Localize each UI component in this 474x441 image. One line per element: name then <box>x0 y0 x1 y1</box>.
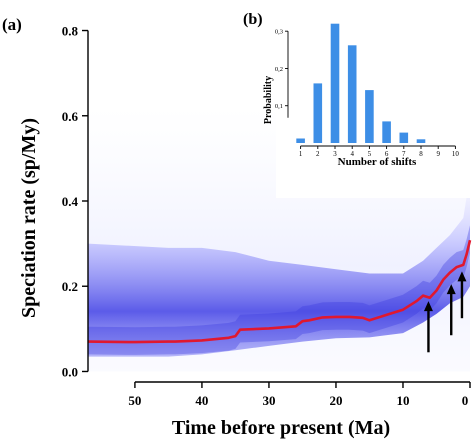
main-y-tick-label: 0.0 <box>62 364 78 379</box>
panel-label-a: (a) <box>2 15 22 34</box>
inset-bar-2 <box>313 83 323 143</box>
inset-y-axis-label: Probability <box>263 76 274 124</box>
main-y-tick-label: 0.6 <box>62 109 79 124</box>
shift-arrow-head-3 <box>457 271 467 282</box>
inset-x-tick-label: 8 <box>419 150 423 158</box>
inset-x-tick-label: 9 <box>436 150 440 158</box>
main-ticks: 0.0 0.2 0.4 0.6 0.8 50 40 30 20 10 0 <box>62 24 471 408</box>
shift-arrow-head-2 <box>446 284 456 295</box>
inset-ticks: 0,1 0,2 0,3 1 2 3 4 5 6 7 8 9 10 <box>275 29 460 158</box>
inset-bar-7 <box>399 132 409 143</box>
inset-x-axis-label: Number of shifts <box>338 156 417 168</box>
main-band-area <box>88 175 470 357</box>
inset-x-tick-label: 5 <box>368 150 372 158</box>
inset-axes <box>287 31 456 147</box>
inset-x-tick-label: 7 <box>402 150 406 158</box>
main-y-tick-label: 0.8 <box>62 24 79 39</box>
inset-x-tick-label: 1 <box>299 150 303 158</box>
main-x-axis-label: Time before present (Ma) <box>172 417 390 439</box>
inset-x-tick-label: 2 <box>316 150 320 158</box>
inset-bar-5 <box>365 90 374 143</box>
main-x-tick-label: 30 <box>262 393 275 408</box>
main-uncertainty-band <box>88 175 470 357</box>
inset-x-tick-label: 6 <box>385 150 389 158</box>
inset-x-tick-label: 10 <box>452 150 460 158</box>
shift-arrow-head-1 <box>423 301 433 312</box>
main-rate-line-group <box>87 239 472 344</box>
main-y-tick-label: 0.4 <box>62 194 79 209</box>
inset-x-tick-label: 4 <box>350 150 354 158</box>
inset-y-tick-label: 0,1 <box>275 103 283 110</box>
main-y-tick-label: 0.2 <box>62 279 78 294</box>
inset-y-tick-label: 0,3 <box>275 29 283 36</box>
inset-y-tick-label: 0,2 <box>275 66 283 73</box>
inset-bars <box>296 23 426 144</box>
main-rate-line <box>87 239 472 344</box>
main-band-core <box>88 225 470 355</box>
main-x-tick-label: 40 <box>195 393 208 408</box>
inset-x-tick-label: 3 <box>333 150 337 158</box>
panel-label-b: (b) <box>243 11 263 28</box>
main-y-axis-label: Speciation rate (sp/My) <box>18 118 40 318</box>
main-arrows <box>423 271 467 353</box>
inset-bar-8 <box>416 139 426 143</box>
inset-bar-4 <box>347 45 357 143</box>
inset-bar-1 <box>296 138 305 143</box>
inset-bar-3 <box>330 23 340 144</box>
main-x-tick-label: 20 <box>329 393 342 408</box>
inset-bar-6 <box>382 121 391 143</box>
main-x-tick-label: 10 <box>396 393 409 408</box>
main-x-tick-label: 50 <box>128 393 141 408</box>
main-x-tick-label: 0 <box>462 393 469 408</box>
